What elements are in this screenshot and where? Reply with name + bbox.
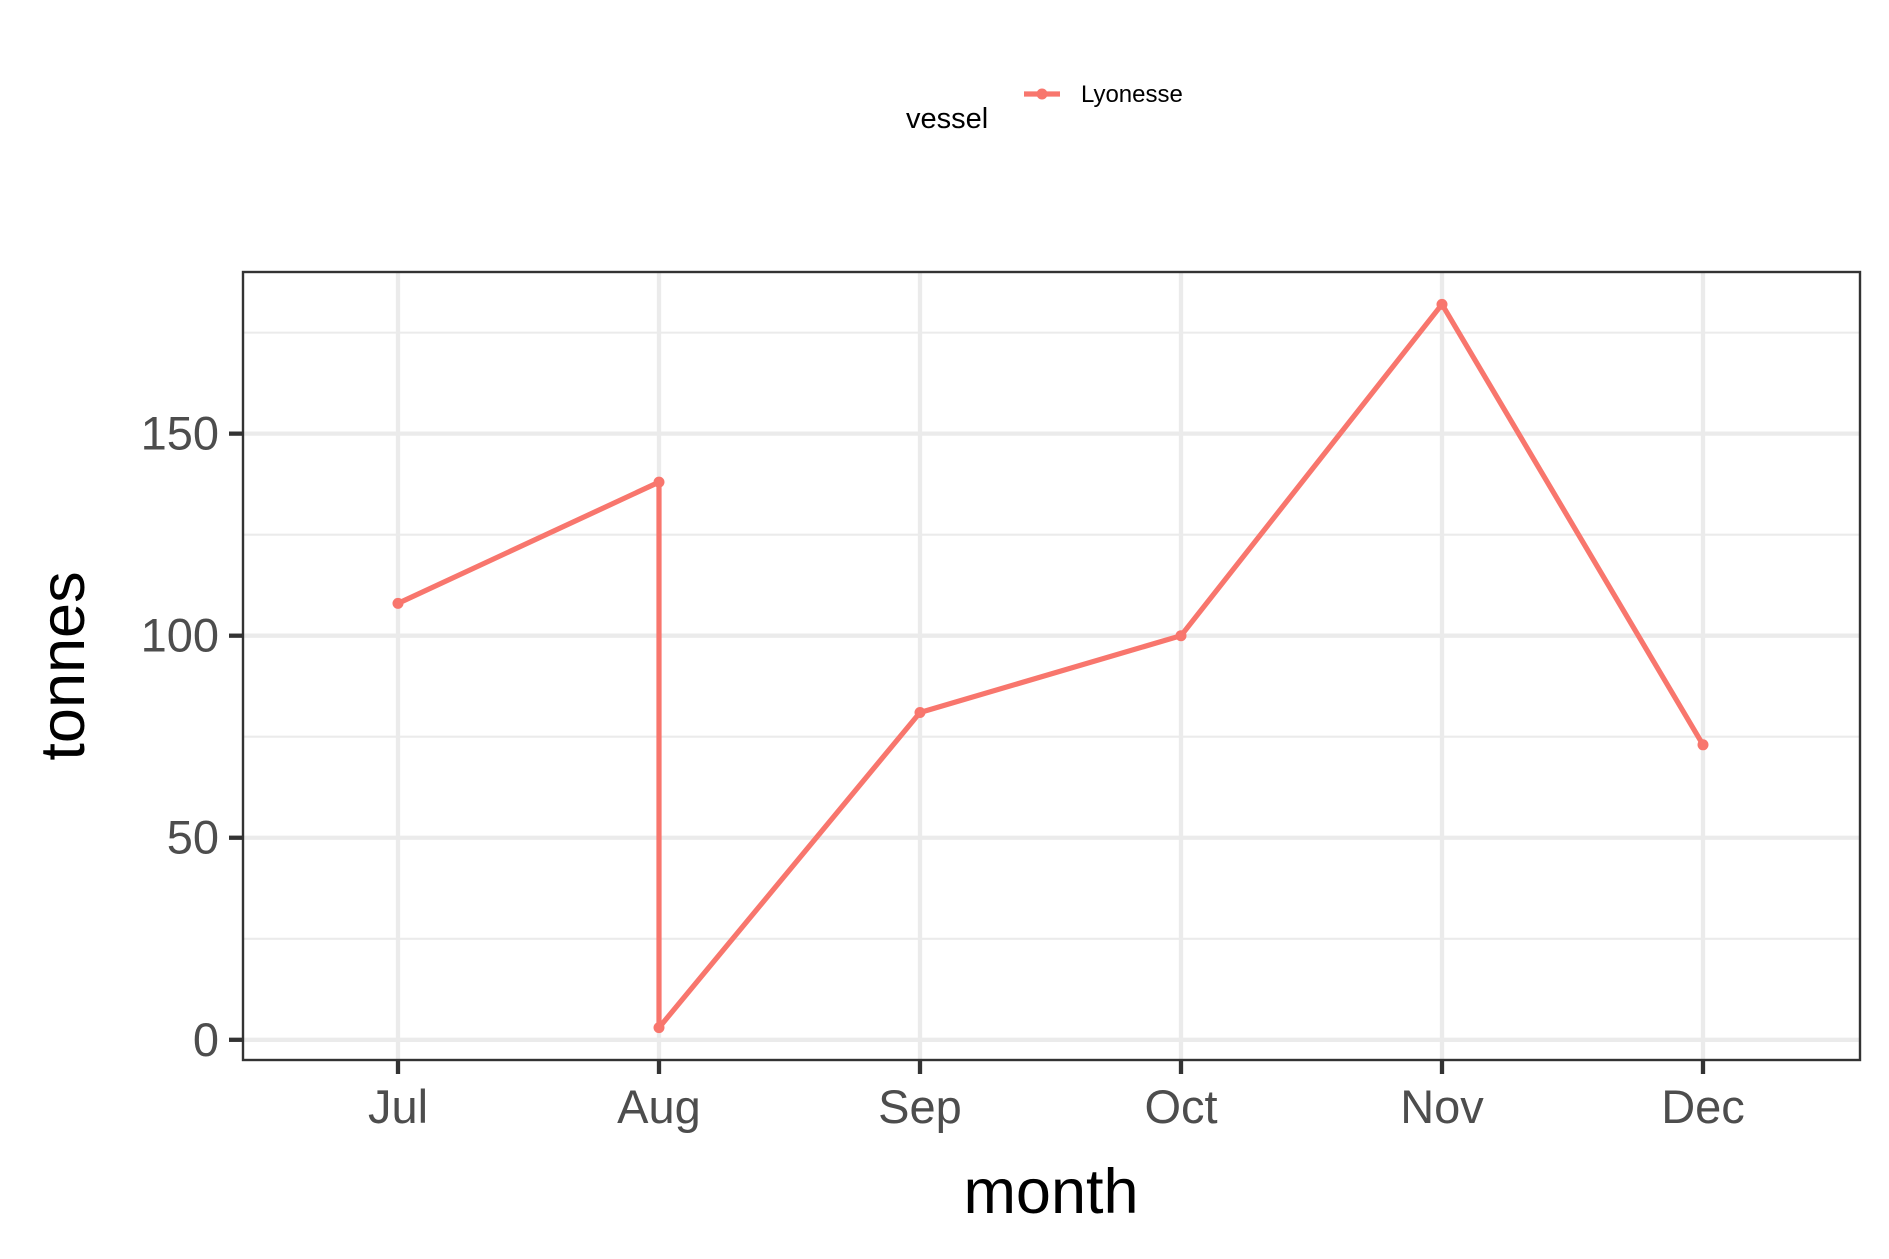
x-tick-label: Dec [1661, 1080, 1745, 1133]
y-tick-label: 100 [141, 609, 219, 662]
x-tick-label: Sep [878, 1080, 962, 1133]
y-tick-label: 150 [141, 407, 219, 460]
legend-label: Lyonesse [1081, 81, 1183, 108]
data-point [914, 706, 926, 718]
data-point [653, 1022, 665, 1034]
plot-border [241, 270, 1862, 1062]
data-point [1436, 298, 1448, 310]
x-tick-label: Jul [368, 1080, 428, 1133]
data-point [392, 597, 404, 609]
legend-title: vessel [906, 103, 988, 135]
legend: vessel Lyonesse [906, 81, 1183, 135]
x-tick-label: Aug [617, 1080, 701, 1133]
x-axis-title: month [963, 1157, 1138, 1227]
data-point [1697, 739, 1709, 751]
data-point [653, 476, 665, 488]
major-gridlines [243, 272, 1860, 1060]
legend-key-point [1036, 88, 1048, 100]
y-axis-title: tonnes [28, 571, 98, 760]
legend-keys: Lyonesse [1024, 81, 1183, 108]
plot-area [241, 270, 1862, 1062]
y-axis: 0 50 100 150 [141, 407, 243, 1066]
data-point [1175, 630, 1187, 642]
minor-gridlines [243, 331, 1860, 940]
y-tick-label: 0 [193, 1013, 219, 1066]
x-axis: Jul Aug Sep Oct Nov Dec [368, 1060, 1745, 1133]
plot-background [243, 272, 1860, 1060]
y-tick-label: 50 [167, 811, 219, 864]
x-tick-label: Nov [1400, 1080, 1484, 1133]
x-tick-label: Oct [1144, 1080, 1217, 1133]
series-layer [392, 298, 1709, 1034]
